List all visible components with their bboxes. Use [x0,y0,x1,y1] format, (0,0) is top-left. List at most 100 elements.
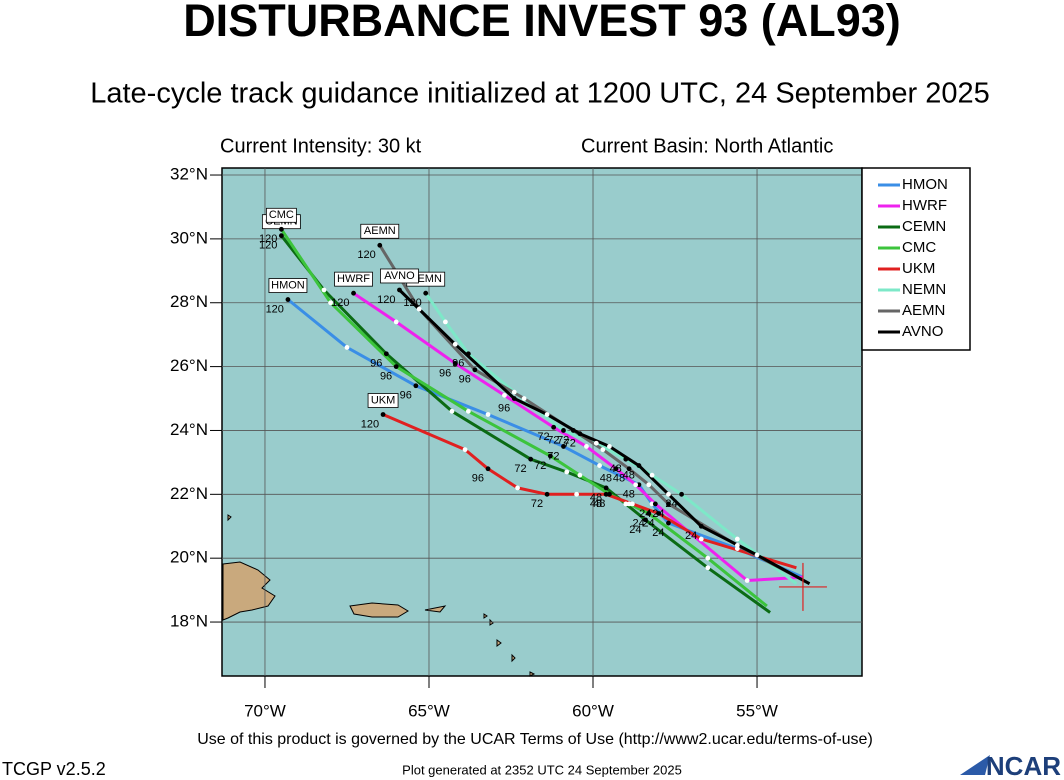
title: DISTURBANCE INVEST 93 (AL93) [183,0,901,46]
track-point [607,491,612,497]
track-point [351,290,356,296]
logo: NCAR [986,751,1061,780]
x-tick-label: 55°W [736,701,778,720]
track-point [577,472,583,478]
hour-label: 72 [534,460,546,472]
generated: Plot generated at 2352 UTC 24 September … [402,762,682,777]
track-point [698,523,704,529]
track-point [485,466,491,472]
track-point [652,501,658,507]
track-point [423,290,429,296]
track-point [603,491,609,497]
legend-box [861,167,971,351]
track-point [636,463,642,468]
track-point [380,412,386,417]
track-point [643,517,648,523]
hour-label: 96 [452,358,464,370]
islands [227,514,536,677]
track-point [328,300,333,306]
track-point [472,367,478,373]
track-point [646,511,652,516]
hour-label: 96 [400,390,412,402]
ocean [221,167,863,677]
track-point [547,453,553,459]
hour-label: 72 [547,434,559,446]
track-point [705,565,711,571]
track-point [377,242,383,248]
hour-label: 120 [266,303,284,315]
track-point [679,491,684,497]
track-point [465,351,471,357]
hour-label: 72 [557,434,569,446]
hour-label: 48 [593,498,605,510]
track-point [321,287,327,293]
land [222,514,536,677]
hour-label: 48 [623,489,635,501]
track-point [544,412,550,417]
track-point [646,482,652,488]
track-point [544,491,550,497]
y-tick-label: 28°N [170,292,208,311]
hour-label: 120 [357,249,375,261]
hour-label: 120 [403,297,421,309]
model-tag-box [268,278,308,293]
y-tick-label: 26°N [170,356,208,375]
hour-label: 48 [600,473,612,485]
track-point [511,389,517,395]
track-point [633,482,639,488]
footer: Use of this product is governed by the U… [197,731,873,748]
track-point [452,361,458,366]
legend-label: CEMN [902,218,946,235]
hispaniola [222,561,276,621]
logo-mark [960,755,990,775]
track-point [502,392,507,398]
subtitle: Late-cycle track guidance initialized at… [90,78,990,110]
hour-label: 48 [590,492,602,504]
track-point [397,287,402,293]
track-point [734,543,740,548]
legend-label: AVNO [902,323,943,340]
y-tick-label: 30°N [170,228,208,247]
track-point [278,226,284,232]
legend-label: AEMN [902,302,945,319]
track-point [626,466,632,472]
hour-label: 24 [652,527,664,539]
model-tag-box [380,268,419,284]
track-point [393,319,399,325]
track-point [442,319,448,325]
track-point [649,472,655,478]
track-point [607,444,612,449]
track-point [393,364,399,370]
hour-label: 24 [652,508,664,520]
track-point [613,466,619,472]
hour-label: 120 [259,233,277,245]
track-point [649,501,655,507]
model-tag: HWRF [337,273,370,285]
y-tick-label: 18°N [170,612,208,631]
track-point [521,396,527,401]
intensity: Current Intensity: 30 kt [220,135,422,157]
model-tag: UKM [371,394,395,406]
track-point [528,456,534,462]
hour-label: 72 [547,450,559,462]
y-tick-label: 20°N [170,548,208,567]
hour-label: 24 [665,498,677,510]
hour-label: 24 [629,524,641,536]
hour-label: 48 [590,498,602,510]
track-point [413,383,419,389]
hour-label: 120 [259,240,277,252]
hour-label: 72 [537,431,549,443]
track-point [574,491,580,497]
track-point [551,424,557,430]
track-point [623,501,629,507]
track-point [623,456,629,462]
basin: Current Basin: North Atlantic [581,135,833,157]
legend-label: HWRF [902,197,947,214]
track-point [666,520,671,526]
model-tag-box [367,393,399,408]
track-point [734,536,740,542]
track-point [744,578,750,583]
track-point [511,396,517,401]
hour-label: 48 [613,473,625,485]
track-point [515,485,520,491]
